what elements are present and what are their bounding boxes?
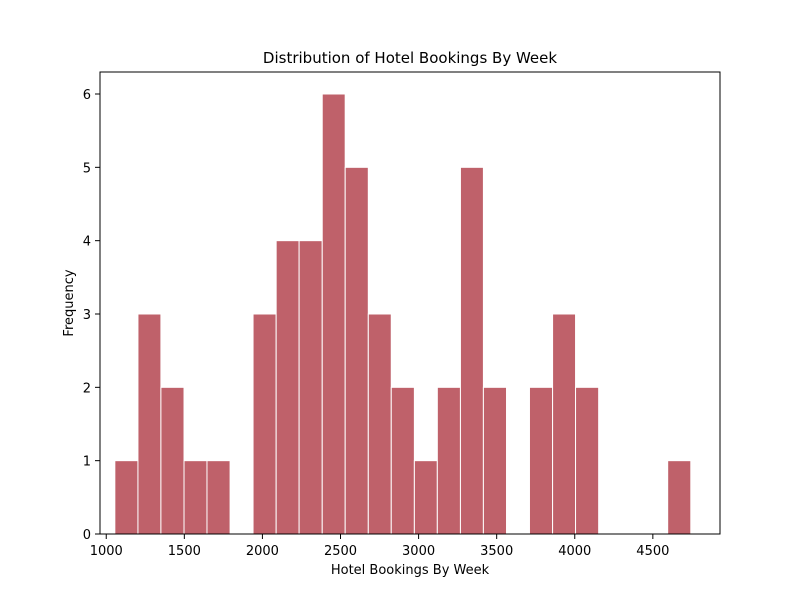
histogram-bar-10 [344, 166, 369, 535]
y-tick-label: 3 [83, 308, 91, 323]
histogram-bar-19 [552, 313, 577, 535]
histogram-bar-2 [160, 386, 185, 535]
histogram-bar-12 [390, 386, 415, 535]
x-axis-label: Hotel Bookings By Week [331, 563, 490, 578]
x-tick-label: 4500 [636, 544, 669, 559]
y-tick-label: 1 [83, 455, 91, 470]
histogram-bar-0 [114, 460, 139, 535]
x-tick-label: 3000 [402, 544, 435, 559]
x-tick-label: 3500 [480, 544, 513, 559]
y-axis-label: Frequency [62, 269, 77, 336]
bars-group [114, 93, 692, 535]
histogram-bar-4 [206, 460, 231, 535]
histogram-bar-1 [137, 313, 162, 535]
x-axis-ticks: 1000 1500 2000 2500 3000 3500 4000 4500 [90, 534, 669, 559]
y-axis-ticks: 0 1 2 3 4 5 6 [83, 88, 100, 543]
y-tick-label: 5 [83, 161, 91, 176]
histogram-bar-6 [252, 313, 277, 535]
x-tick-label: 4000 [558, 544, 591, 559]
plot-frame [99, 71, 721, 535]
histogram-bar-3 [183, 460, 208, 535]
x-tick-label: 1000 [90, 544, 123, 559]
histogram-bar-15 [459, 166, 484, 535]
histogram-bar-9 [321, 93, 346, 535]
histogram-bar-18 [528, 386, 554, 535]
x-tick-label: 2500 [324, 544, 357, 559]
y-tick-label: 4 [83, 235, 91, 250]
histogram-bar-11 [367, 313, 392, 535]
histogram-bar-20 [575, 386, 600, 535]
histogram-bar-24 [667, 460, 692, 535]
histogram-bar-8 [298, 240, 323, 535]
histogram-bar-13 [413, 460, 438, 535]
x-tick-label: 2000 [246, 544, 279, 559]
y-tick-label: 2 [83, 381, 91, 396]
x-tick-label: 1500 [168, 544, 201, 559]
y-tick-label: 0 [83, 528, 91, 543]
chart-title: Distribution of Hotel Bookings By Week [263, 49, 557, 67]
histogram-bar-14 [436, 386, 461, 535]
y-tick-label: 6 [83, 88, 91, 103]
histogram-bar-7 [275, 240, 300, 535]
histogram-bar-16 [482, 386, 508, 535]
